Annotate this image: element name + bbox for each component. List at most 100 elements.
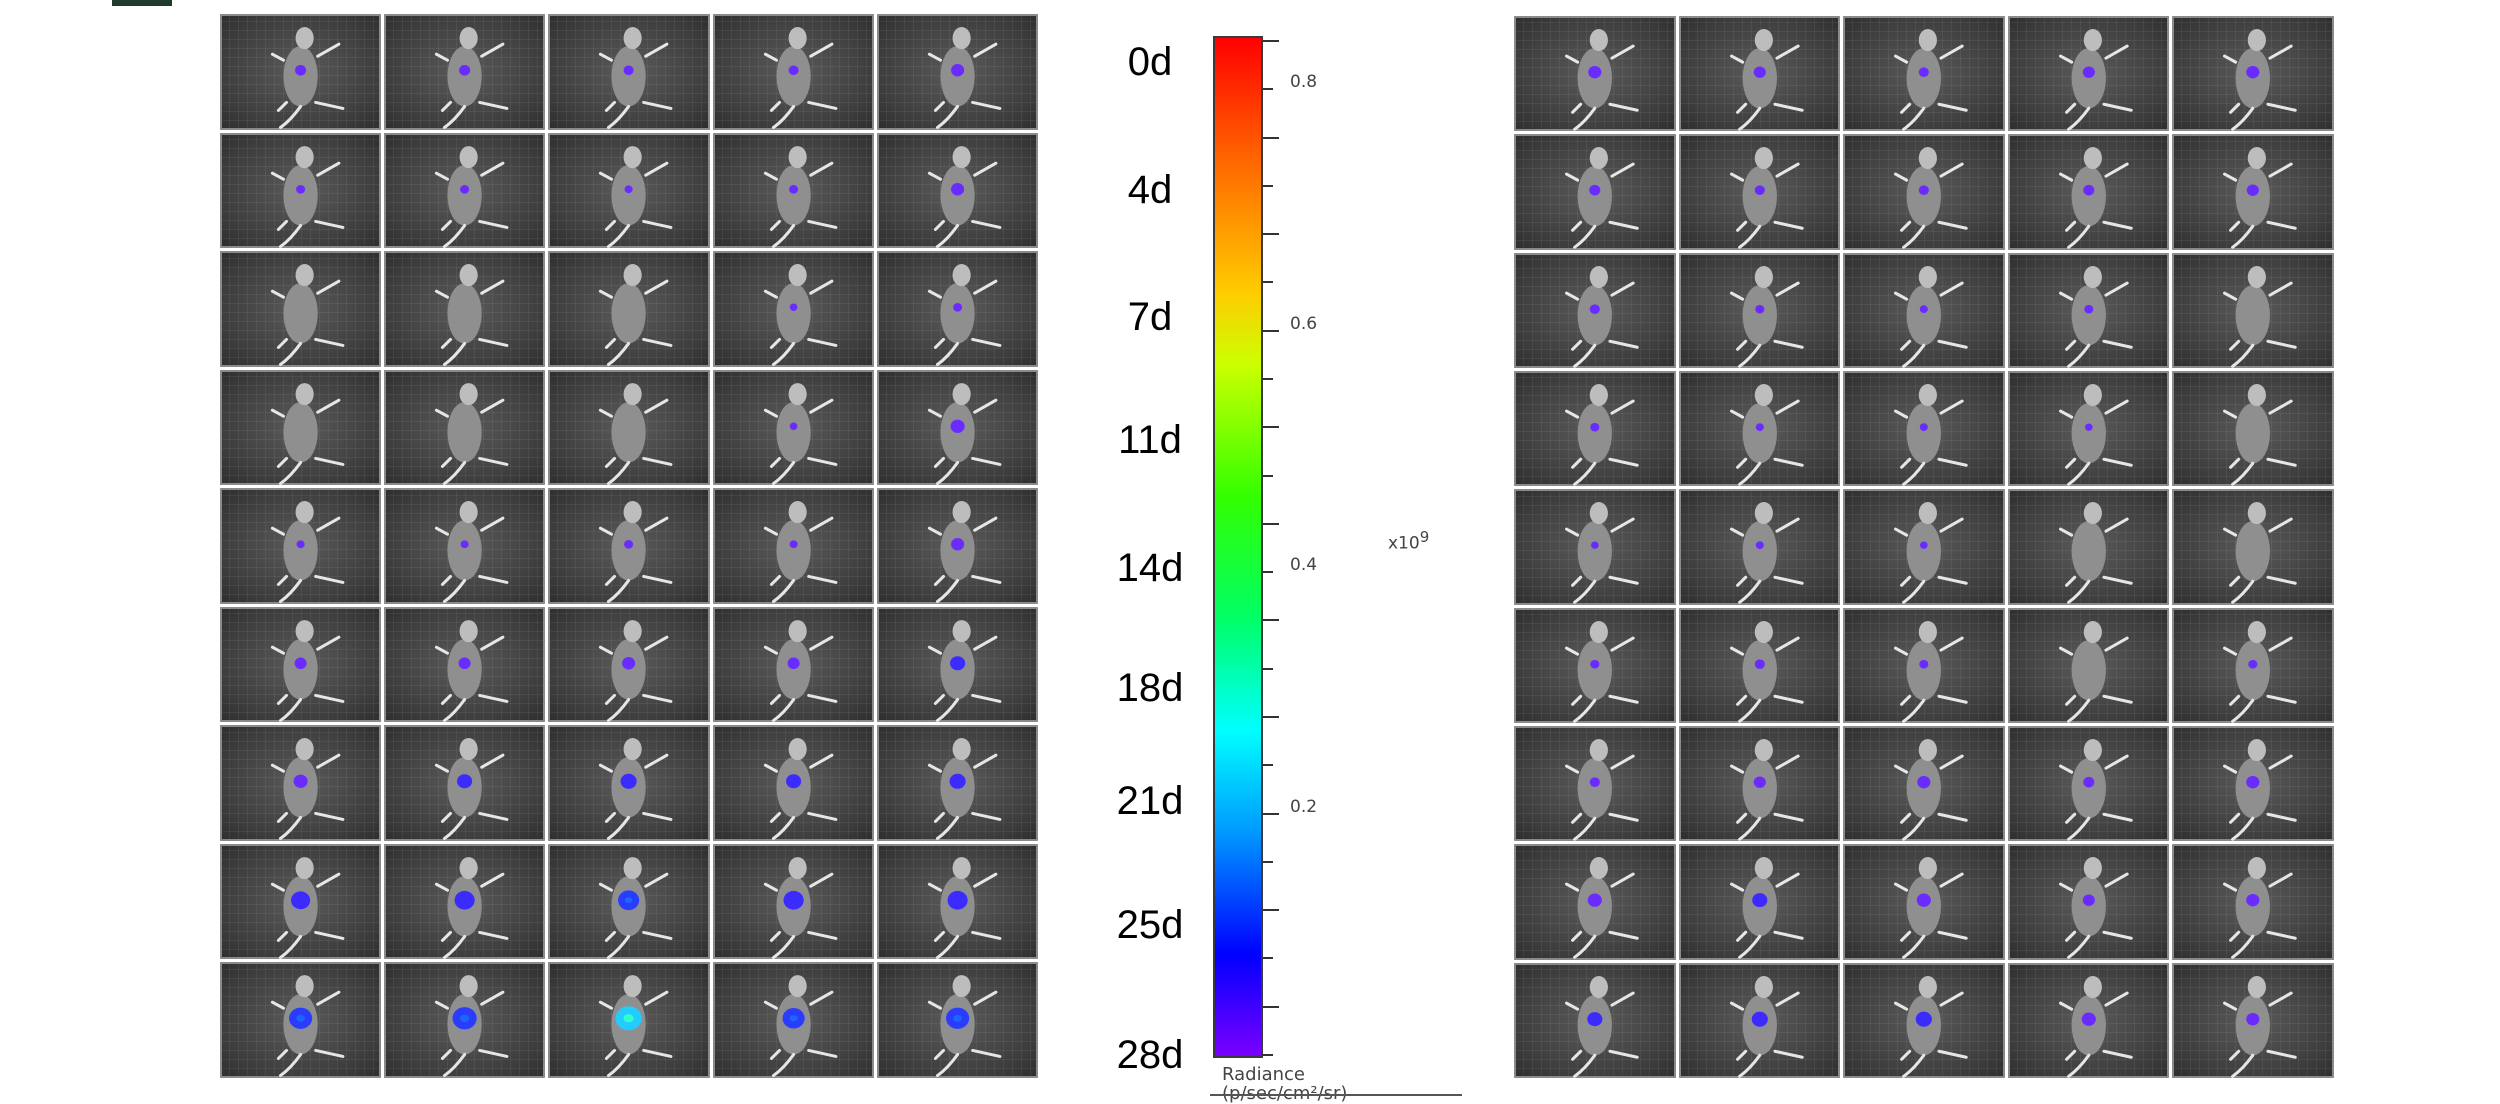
luminescence-signal xyxy=(1588,65,1602,79)
mouse-image xyxy=(2007,489,2170,605)
mouse-limbs xyxy=(763,635,838,722)
colorbar-tick xyxy=(1263,184,1273,187)
luminescence-signal xyxy=(1918,67,1930,77)
mouse-silhouette xyxy=(270,975,345,1078)
mouse-silhouette xyxy=(599,27,673,130)
mouse-image-grid-right xyxy=(1514,16,2334,1078)
luminescence-signal xyxy=(1589,185,1601,196)
mouse-body xyxy=(283,164,318,225)
mouse-image xyxy=(548,369,710,486)
mouse-limbs xyxy=(2223,754,2298,841)
mouse-silhouette xyxy=(1729,857,1804,960)
mouse-silhouette xyxy=(270,264,345,367)
mouse-limbs xyxy=(2058,754,2133,841)
mouse-limbs xyxy=(1729,991,1804,1078)
mouse-image xyxy=(1514,607,1676,723)
mouse-image xyxy=(1514,962,1676,1078)
mouse-silhouette xyxy=(2223,975,2298,1078)
mouse-body xyxy=(2071,48,2106,109)
mouse-body xyxy=(2071,876,2106,937)
mouse-image xyxy=(220,725,382,841)
mouse-body xyxy=(2236,403,2271,464)
mouse-limbs xyxy=(927,753,1002,841)
luminescence-signal xyxy=(950,182,964,196)
mouse-image xyxy=(220,251,382,367)
mouse-image xyxy=(712,843,874,960)
mouse-head xyxy=(952,738,971,761)
mouse-head xyxy=(1589,739,1608,762)
mouse-limbs xyxy=(1565,44,1639,131)
colorbar-tick-label: 0.6 xyxy=(1290,313,1318,334)
mouse-head xyxy=(1918,265,1938,288)
mouse-silhouette xyxy=(1729,384,1804,486)
luminescence-signal xyxy=(1587,893,1602,908)
mouse-image xyxy=(548,962,710,1078)
mouse-image xyxy=(1514,252,1676,368)
luminescence-signal xyxy=(1919,659,1929,669)
mouse-head xyxy=(1754,739,1773,762)
mouse-image xyxy=(1843,844,2005,960)
luminescence-signal xyxy=(622,656,636,670)
mouse-silhouette xyxy=(1565,265,1639,368)
mouse-image xyxy=(2172,844,2334,960)
luminescence-signal xyxy=(2248,659,2258,669)
mouse-image xyxy=(876,369,1038,486)
mouse-head xyxy=(2248,857,2267,880)
luminescence-signal xyxy=(295,64,307,76)
mouse-image xyxy=(2172,252,2334,368)
mouse-silhouette xyxy=(2058,975,2133,1078)
mouse-silhouette xyxy=(2058,384,2133,486)
mouse-silhouette xyxy=(2058,739,2133,841)
luminescence-signal xyxy=(2084,423,2093,431)
luminescence-signal xyxy=(2247,184,2260,197)
mouse-image xyxy=(220,14,382,130)
mouse-limbs xyxy=(2223,281,2298,368)
mouse-head xyxy=(623,27,643,50)
mouse-image xyxy=(876,725,1038,841)
mouse-limbs xyxy=(1565,991,1639,1078)
mouse-limbs xyxy=(435,872,509,959)
mouse-body xyxy=(1742,403,1777,464)
mouse-silhouette xyxy=(1565,502,1639,605)
mouse-limbs xyxy=(1894,517,1968,605)
luminescence-signal xyxy=(2082,894,2095,907)
mouse-body xyxy=(1742,48,1777,109)
mouse-head xyxy=(623,382,643,405)
colorbar-tick xyxy=(1263,619,1279,622)
luminescence-signal xyxy=(1915,1011,1933,1027)
mouse-image xyxy=(712,251,874,367)
mouse-limbs xyxy=(2223,636,2298,723)
mouse-image xyxy=(1843,371,2005,487)
mouse-head xyxy=(788,501,807,524)
mouse-limbs xyxy=(1894,281,1968,368)
mouse-silhouette xyxy=(763,619,838,722)
luminescence-signal xyxy=(950,538,964,551)
mouse-image xyxy=(2172,489,2334,605)
mouse-silhouette xyxy=(1894,147,1968,250)
mouse-head xyxy=(295,856,314,880)
mouse-head xyxy=(788,382,807,405)
mouse-limbs xyxy=(599,635,673,722)
mouse-silhouette xyxy=(435,264,509,367)
mouse-image xyxy=(548,606,710,723)
luminescence-signal xyxy=(1590,541,1599,550)
mouse-silhouette xyxy=(763,856,838,959)
luminescence-signal xyxy=(1589,304,1600,314)
mouse-limbs xyxy=(599,516,673,604)
mouse-body xyxy=(1742,639,1777,700)
luminescence-signal xyxy=(1755,541,1764,550)
mouse-head xyxy=(459,145,478,168)
mouse-image xyxy=(384,14,546,130)
mouse-image xyxy=(1843,962,2005,1078)
mouse-image xyxy=(384,369,546,486)
luminescence-signal xyxy=(454,890,475,910)
mouse-silhouette xyxy=(435,975,509,1078)
timepoint-label: 0d xyxy=(1127,40,1173,84)
mouse-head xyxy=(952,856,971,880)
mouse-head xyxy=(1589,975,1608,998)
mouse-body xyxy=(447,164,482,225)
mouse-image xyxy=(1843,252,2005,368)
colorbar-tick xyxy=(1263,40,1279,42)
mouse-head xyxy=(623,145,643,168)
colorbar-tick-label: 0.2 xyxy=(1290,796,1318,817)
